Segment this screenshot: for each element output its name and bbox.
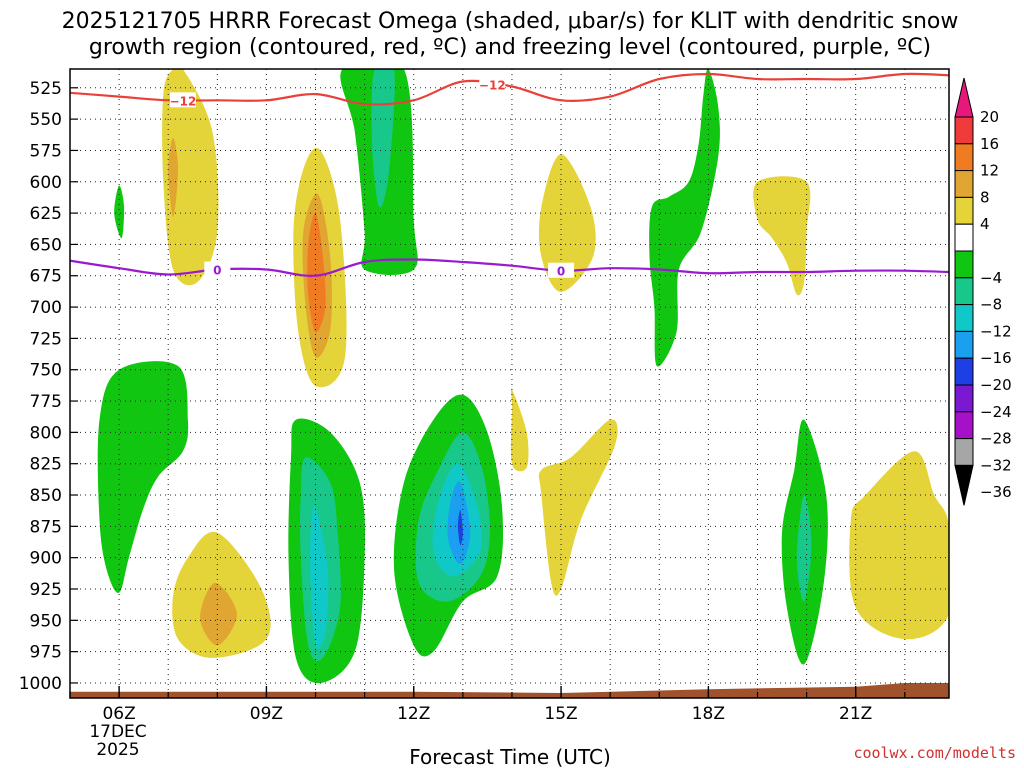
colorbar-tick-label: −36 [980, 483, 1012, 501]
colorbar-segment [954, 411, 974, 440]
colorbar-tick-label: −32 [980, 456, 1012, 474]
colorbar-tick-label: 12 [980, 162, 999, 180]
colorbar-tick-label: 16 [980, 135, 999, 153]
y-tick-label: 525 [30, 79, 62, 99]
y-axis: 525 550 575 600 625 650 675 700 725 750 775 800 825 8… [19, 79, 78, 694]
y-tick-label: 550 [30, 110, 62, 130]
y-tick-label: 950 [30, 611, 62, 631]
x-tick-label: 21Z [839, 704, 872, 724]
omega-region-subsidence-10z-core [307, 212, 326, 333]
x-tick-label: 12Z [397, 704, 430, 724]
y-tick-label: 900 [30, 549, 62, 569]
omega-region-subsidence-14z-lower [510, 388, 529, 472]
x-tick-label: 15Z [544, 704, 577, 724]
terrain-ground [70, 683, 949, 698]
colorbar-tick-label: −8 [980, 296, 1002, 314]
omega-region-ascent-10z-lower-core [310, 506, 329, 649]
contour-label: −12 [479, 79, 506, 93]
omega-shading [70, 69, 949, 698]
colorbar-segment [954, 384, 974, 413]
date-label-year: 2025 [96, 740, 139, 760]
colorbar-segment [954, 143, 974, 172]
x-tick-label: 09Z [250, 704, 283, 724]
colorbar-segment [954, 223, 974, 252]
contour-label-bg [548, 262, 575, 278]
contour-label: 0 [557, 265, 565, 279]
x-axis-title: Forecast Time (UTC) [409, 745, 611, 768]
y-tick-label: 675 [30, 267, 62, 287]
omega-region-subsidence-07z-core [168, 137, 178, 217]
omega-region-ascent-13z-peak [457, 510, 463, 546]
chart-title-line1: 2025121705 HRRR Forecast Omega (shaded, … [62, 9, 959, 34]
colorbar-segment [954, 250, 974, 279]
colorbar-segment [954, 116, 974, 145]
y-tick-label: 625 [30, 204, 62, 224]
omega-region-subsidence-15z-upper [538, 154, 596, 292]
colorbar-tick-label: −24 [980, 403, 1012, 421]
chart-title-line2: growth region (contoured, red, ºC) and f… [89, 35, 931, 60]
colorbar-top-arrow [954, 77, 974, 118]
x-axis: 06Z 09Z 12Z 15Z 18Z 21Z [69, 686, 906, 724]
omega-region-ascent-17z-column [649, 69, 720, 367]
x-tick-label: 06Z [102, 704, 135, 724]
colorbar-tick-label: 4 [980, 215, 990, 233]
date-label-day: 17DEC [89, 722, 146, 742]
colorbar-segment [954, 304, 974, 332]
colorbar-tick-label: −12 [980, 322, 1012, 340]
omega-region-subsidence-19z [753, 176, 811, 296]
colorbar-bottom-arrow [954, 464, 974, 506]
omega-region-subsidence-07z-upper [162, 69, 219, 286]
y-tick-label: 875 [30, 517, 62, 537]
colorbar-segment [954, 196, 974, 225]
colorbar-tick-label: −28 [980, 430, 1012, 448]
credit-text: coolwx.com/modelts [853, 744, 1016, 762]
colorbar-tick-label: −20 [980, 376, 1012, 394]
colorbar: 20 16 12 8 4 −4 −8 −12 −16 −20 −24 −28 −32 −36 [954, 77, 1012, 506]
colorbar-segment [954, 357, 974, 386]
contour-label: −12 [170, 94, 197, 108]
colorbar-tick-label: 20 [980, 108, 999, 126]
y-tick-label: 975 [30, 643, 62, 663]
y-tick-label: 650 [30, 235, 62, 255]
y-tick-label: 750 [30, 361, 62, 381]
colorbar-tick-label: 8 [980, 188, 990, 206]
x-tick-label: 18Z [692, 704, 725, 724]
contour-label-bg [204, 261, 231, 277]
y-tick-label: 575 [30, 141, 62, 161]
colorbar-segment [954, 330, 974, 359]
contour-labels: −12 −12 0 0 [169, 76, 575, 279]
y-tick-label: 800 [30, 423, 62, 443]
omega-region-subsidence-15z-lower [538, 419, 618, 596]
colorbar-tick-label: −16 [980, 349, 1012, 367]
y-tick-label: 600 [30, 173, 62, 193]
contour-label-bg [169, 92, 196, 108]
contour-dgz-minus12 [70, 72, 949, 106]
y-tick-label: 700 [30, 298, 62, 318]
y-tick-label: 1000 [19, 674, 62, 694]
contour-label-bg [479, 76, 506, 92]
contour-label: 0 [213, 263, 221, 277]
colorbar-segment [954, 438, 974, 466]
omega-region-ascent-06z-lower [97, 361, 189, 593]
y-tick-label: 725 [30, 329, 62, 349]
y-tick-label: 825 [30, 455, 62, 475]
y-tick-label: 775 [30, 392, 62, 412]
plot-frame [69, 68, 950, 699]
y-tick-label: 850 [30, 486, 62, 506]
colorbar-segment [954, 170, 974, 198]
omega-region-subsidence-08z-core [200, 582, 238, 646]
omega-region-ascent-20z-core [796, 494, 812, 602]
omega-region-subsidence-22z [849, 451, 949, 640]
colorbar-tick-label: −4 [980, 269, 1002, 287]
y-tick-label: 925 [30, 580, 62, 600]
omega-region-ascent-06z-upper [114, 185, 125, 239]
colorbar-segment [954, 277, 974, 306]
